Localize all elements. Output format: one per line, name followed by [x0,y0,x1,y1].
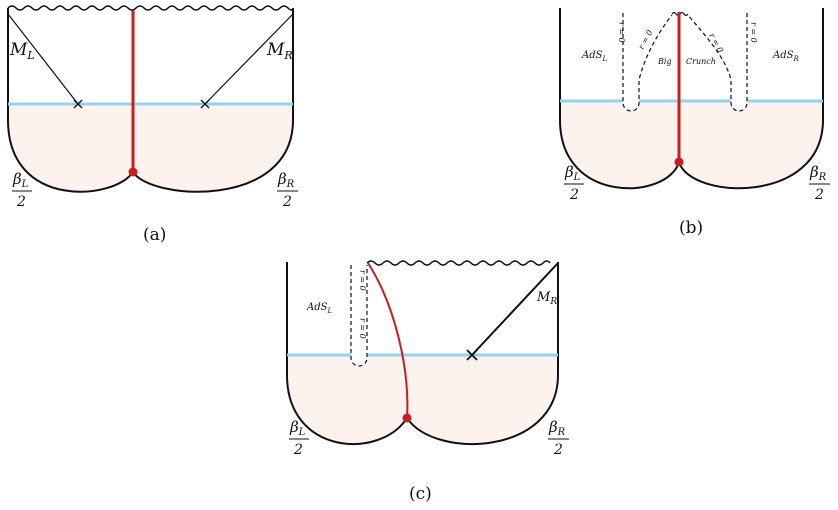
panel-c-caption: (c) [409,484,432,504]
panel-a-right-cross [200,99,210,109]
panel-a-label-left: ML [9,40,35,62]
panel-c-beta-right: βR 2 [548,418,569,458]
svg-text:βR: βR [809,163,827,183]
panel-c-singularity [366,260,551,266]
svg-text:2: 2 [553,442,563,458]
panel-c-euclidean-fill [287,355,558,445]
svg-text:2: 2 [16,194,26,210]
panel-c-brane [367,262,409,419]
svg-text:2: 2 [282,194,292,210]
panel-b-caption: (b) [679,218,703,238]
svg-text:βR: βR [548,418,566,438]
svg-text:βR: βR [277,170,295,190]
panel-a-caption: (a) [143,225,166,245]
panel-a-left-ray [7,13,79,105]
panel-b-region-left: AdSL [581,50,607,63]
panel-a-beta-left: βL 2 [12,170,32,210]
panel-b-r0-right-outer: r = 0 [749,22,758,43]
svg-text:2: 2 [814,187,824,203]
panel-a-brane-endpoint [128,167,138,177]
panel-a-beta-right: βR 2 [277,170,298,210]
panel-b-euclidean-fill [560,101,823,189]
svg-text:βL: βL [564,163,581,183]
panel-a-label-right: MR [266,40,293,62]
panel-b-r0-right-inner: r = 0 [707,32,725,55]
panel-b-r0-left-inner: r = 0 [637,28,655,51]
panel-c-beta-left: βL 2 [289,418,309,458]
panel-c-region-left: AdSL [306,302,332,315]
panel-a: ML MR βL 2 βR 2 (a) [7,5,298,245]
panel-c-r0-lower: r = 0 [358,318,367,339]
panel-c: AdSL MR r = 0 r = 0 βL 2 βR 2 (c) [286,260,569,504]
panel-b-r0-left-outer: r = 0 [617,22,626,43]
panel-b: AdSL AdSR Big Crunch r = 0 r = 0 r = 0 r… [559,8,830,238]
panel-c-r0-upper: r = 0 [358,270,367,291]
panel-b-beta-left: βL 2 [564,163,584,203]
panel-b-left-throat [622,13,673,112]
panel-b-brane-endpoint [674,157,684,167]
panel-c-throat [350,265,368,367]
panel-a-right-ray [204,13,294,105]
panel-c-right-ray [471,262,559,356]
svg-text:βL: βL [12,170,29,190]
svg-text:2: 2 [293,442,303,458]
panel-b-beta-right: βR 2 [809,163,830,203]
panel-c-brane-endpoint [402,413,412,423]
panel-a-singularity [7,5,294,11]
panel-b-big-label: Big [657,57,672,66]
panel-c-cross [466,349,478,361]
panel-b-region-right: AdSR [772,50,799,63]
svg-text:βL: βL [289,418,306,438]
svg-text:2: 2 [569,187,579,203]
panel-a-left-cross [73,99,83,109]
panel-b-crunch-label: Crunch [686,57,716,66]
panel-b-right-throat [687,13,748,112]
panel-c-label-right: MR [536,290,557,307]
panel-a-euclidean-fill [8,104,293,192]
